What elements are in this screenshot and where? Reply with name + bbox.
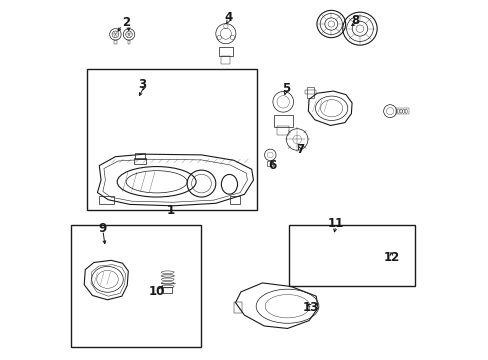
Bar — [304, 90, 315, 94]
Bar — [395, 108, 408, 114]
Text: 8: 8 — [351, 14, 359, 27]
Bar — [267, 161, 273, 166]
Bar — [163, 287, 172, 293]
Bar — [306, 87, 313, 98]
Text: 12: 12 — [383, 251, 399, 264]
Text: 3: 3 — [138, 78, 146, 91]
Bar — [135, 153, 145, 159]
Text: 11: 11 — [327, 217, 344, 230]
Bar — [221, 56, 230, 64]
Text: 6: 6 — [268, 159, 276, 172]
Bar — [86, 69, 257, 211]
Text: 2: 2 — [122, 17, 130, 30]
Bar — [289, 225, 414, 286]
Bar — [114, 40, 117, 44]
Bar — [277, 126, 289, 135]
Bar — [127, 40, 130, 44]
Text: 1: 1 — [166, 204, 175, 217]
Bar — [218, 47, 232, 56]
Bar — [234, 302, 242, 313]
Text: 5: 5 — [281, 82, 289, 95]
Text: 4: 4 — [224, 12, 232, 24]
Text: 7: 7 — [295, 143, 304, 156]
Text: 9: 9 — [99, 222, 107, 235]
Bar — [134, 158, 146, 163]
Bar — [273, 115, 292, 127]
Bar — [230, 197, 240, 204]
Bar — [99, 197, 114, 204]
Bar — [70, 225, 201, 347]
Text: 10: 10 — [148, 285, 164, 298]
Text: 13: 13 — [302, 301, 318, 314]
